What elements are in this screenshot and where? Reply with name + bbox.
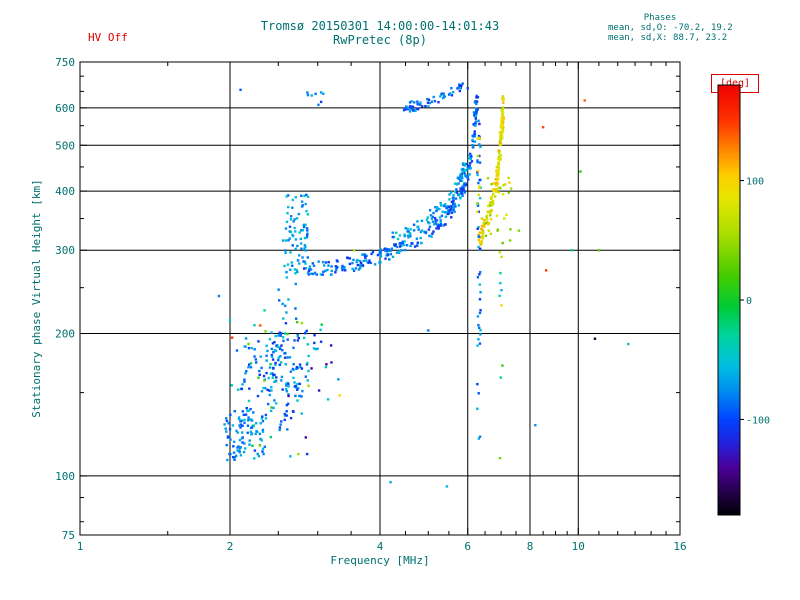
colorbar-tick-label: 0 — [746, 296, 752, 307]
scatter-points — [217, 82, 630, 488]
plot-subtitle: RwPretec (8p) — [333, 33, 427, 47]
x-tick-label: 4 — [377, 540, 384, 553]
y-tick-label: 600 — [55, 102, 75, 115]
y-axis-title: Stationary phase Virtual Height [km] — [30, 179, 43, 417]
colorbar-tick-label: 100 — [746, 177, 764, 188]
phases-heading: Phases — [643, 13, 677, 23]
hv-status: HV Off — [88, 31, 128, 44]
phases-mean-x: mean, sd,X: 88.7, 23.2 — [608, 33, 728, 43]
y-tick-label: 75 — [62, 529, 75, 542]
grid-lines — [80, 62, 680, 535]
x-tick-label: 6 — [464, 540, 471, 553]
axis-labels: 1 2 4 6 8 10 16 750 600 500 400 300 200 100 75 Frequenc… — [30, 56, 687, 567]
y-tick-label: 500 — [55, 139, 75, 152]
y-tick-label: 200 — [55, 328, 75, 341]
y-tick-label: 300 — [55, 244, 75, 257]
phases-mean-o: mean, sd,O: -70.2, 19.2 — [608, 23, 733, 33]
plot-title: Tromsø 20150301 14:00:00-14:01:43 — [260, 19, 500, 33]
y-tick-label: 100 — [55, 470, 75, 483]
x-tick-label: 1 — [77, 540, 84, 553]
x-axis-title: Frequency [MHz] — [330, 554, 429, 567]
x-tick-label: 16 — [673, 540, 686, 553]
colorbar-tick-label: -100 — [746, 415, 770, 426]
y-tick-label: 400 — [55, 185, 75, 198]
x-tick-label: 8 — [527, 540, 534, 553]
x-tick-label: 10 — [572, 540, 585, 553]
axes — [79, 61, 681, 536]
colorbar: 100 0 -100 — [717, 84, 770, 516]
y-tick-label: 750 — [55, 56, 75, 69]
x-tick-label: 2 — [227, 540, 234, 553]
